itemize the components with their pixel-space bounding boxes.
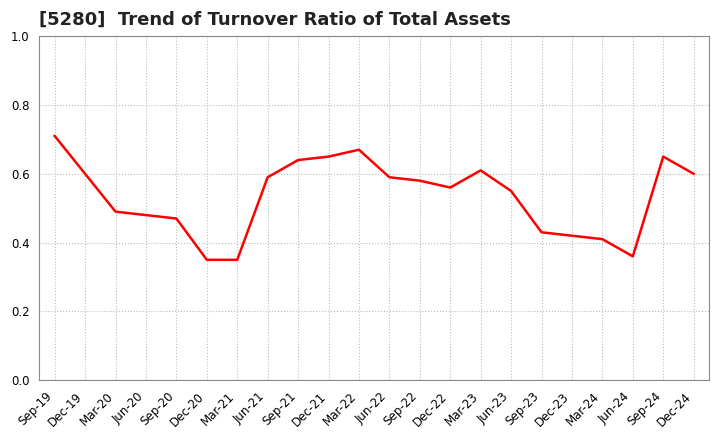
Text: [5280]  Trend of Turnover Ratio of Total Assets: [5280] Trend of Turnover Ratio of Total … [40,11,511,29]
